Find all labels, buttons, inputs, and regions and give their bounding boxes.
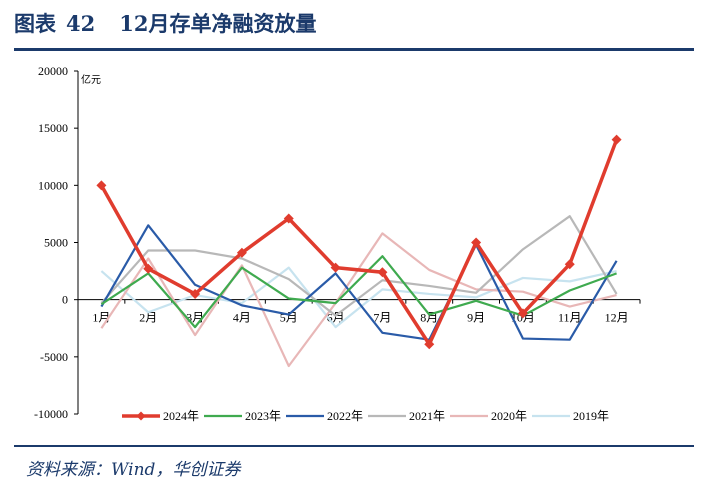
- data-point: [143, 263, 154, 274]
- series-2019年: [100, 266, 617, 329]
- series-layer: [96, 134, 622, 368]
- y-tick-label: 10000: [38, 178, 68, 192]
- legend-label: 2019年: [573, 409, 609, 423]
- legend-item: 2019年: [532, 409, 609, 423]
- data-point: [96, 180, 107, 191]
- data-point: [424, 339, 435, 350]
- legend-item: 2021年: [368, 409, 445, 423]
- y-tick-label: 0: [62, 293, 68, 307]
- source-rule: [14, 445, 694, 447]
- legend-marker: [136, 411, 146, 421]
- x-tick-label: 4月: [233, 311, 251, 325]
- data-point: [283, 213, 294, 224]
- x-tick-label: 9月: [467, 311, 485, 325]
- series-2022年: [100, 224, 618, 341]
- series-line: [99, 138, 619, 347]
- legend-item: 2022年: [286, 409, 363, 423]
- title-rule: [14, 48, 694, 51]
- legend-label: 2024年: [163, 409, 199, 423]
- legend-label: 2021年: [409, 409, 445, 423]
- figure-number: 42: [66, 11, 96, 36]
- data-point: [517, 308, 528, 319]
- series-line: [100, 255, 617, 329]
- x-tick-label: 2月: [139, 311, 157, 325]
- y-tick-label: -5000: [40, 350, 68, 364]
- series-2024年: [96, 134, 622, 350]
- chart-legend: 2024年 2023年 2022年 2021年 2020年 2019年: [122, 409, 609, 423]
- data-point: [611, 134, 622, 145]
- series-line: [100, 215, 618, 317]
- series-line: [100, 266, 617, 329]
- data-point: [236, 247, 247, 258]
- legend-label: 2022年: [327, 409, 363, 423]
- series-line: [100, 224, 618, 341]
- data-point: [330, 262, 341, 273]
- data-point: [377, 267, 388, 278]
- y-tick-label: 20000: [38, 64, 68, 78]
- data-point: [190, 288, 201, 299]
- chart-title: 12月存单净融资放量: [119, 11, 317, 36]
- y-tick-label: 15000: [38, 121, 68, 135]
- y-unit-label: 亿元: [81, 73, 101, 86]
- legend-label: 2020年: [491, 409, 527, 423]
- data-point: [471, 237, 482, 248]
- figure-label: 图表: [14, 11, 56, 36]
- y-tick-label: -10000: [34, 407, 68, 421]
- legend-item: 2024年: [122, 409, 199, 423]
- series-2023年: [100, 255, 617, 329]
- x-tick-label: 7月: [373, 311, 391, 325]
- x-tick-label: 11月: [558, 311, 582, 325]
- source-note: 资料来源：Wind，华创证券: [26, 460, 241, 480]
- data-point: [564, 259, 575, 270]
- figure-title: 图表 42 12月存单净融资放量: [14, 8, 694, 38]
- x-tick-label: 12月: [605, 311, 629, 325]
- legend-item: 2020年: [450, 409, 527, 423]
- legend-item: 2023年: [204, 409, 281, 423]
- y-tick-label: 5000: [44, 236, 68, 250]
- legend-label: 2023年: [245, 409, 281, 423]
- series-2021年: [100, 215, 618, 317]
